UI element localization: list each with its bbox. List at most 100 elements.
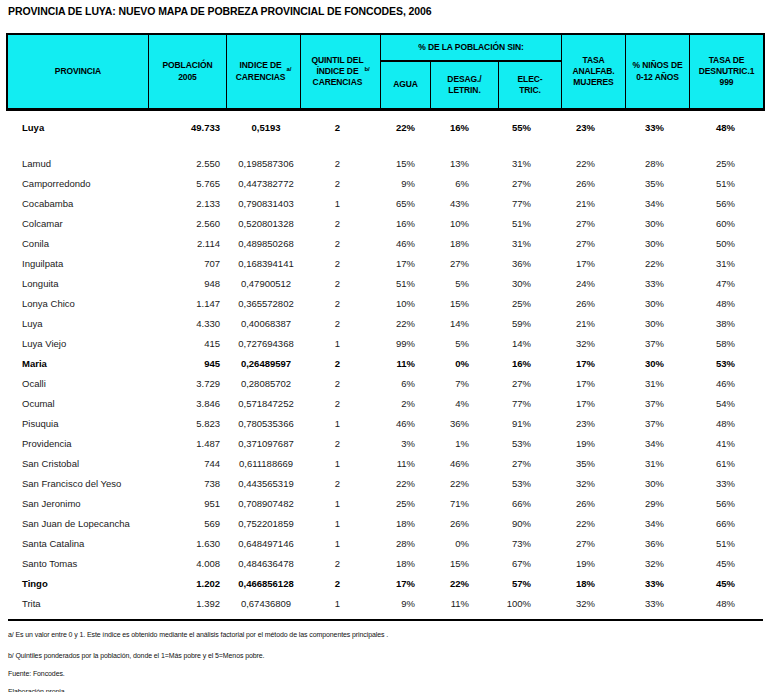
province-name: Conila — [8, 234, 148, 254]
header-desague-letrina: DESAG./ LETRIN. — [430, 62, 498, 108]
table-row: San Francisco del Yeso7380,443565319222%… — [8, 474, 763, 494]
value-cell: 0,67436809 — [226, 594, 300, 614]
value-cell: 36% — [498, 254, 561, 274]
value-cell: 31% — [625, 454, 689, 474]
value-cell: 31% — [689, 254, 763, 274]
footnote-fuente: Fuente: Foncodes. — [8, 669, 763, 678]
value-cell: 30% — [625, 234, 689, 254]
value-cell: 19% — [561, 434, 625, 454]
value-cell: 28% — [380, 534, 430, 554]
table-row: Conila2.1140,489850268246%18%31%27%30%50… — [8, 234, 763, 254]
value-cell: 1% — [430, 434, 498, 454]
footnote-b: b/ Quintiles ponderados por la población… — [8, 651, 763, 660]
value-cell: 1 — [300, 414, 380, 434]
value-cell: 1.392 — [148, 594, 226, 614]
province-name: Lonya Chico — [8, 294, 148, 314]
value-cell: 31% — [498, 154, 561, 174]
value-cell: 25% — [689, 154, 763, 174]
table-row: Ocalli3.7290,2808570226%7%27%17%31%46% — [8, 374, 763, 394]
value-cell: 18% — [561, 574, 625, 594]
value-cell: 0,466856128 — [226, 574, 300, 594]
province-name: Santo Tomas — [8, 554, 148, 574]
value-cell: 9% — [380, 594, 430, 614]
value-cell: 22% — [561, 514, 625, 534]
value-cell: 1 — [300, 514, 380, 534]
value-cell: 17% — [561, 354, 625, 374]
value-cell: 0,371097687 — [226, 434, 300, 454]
value-cell: 17% — [380, 574, 430, 594]
poverty-table: PROVINCIA POBLACIÓN 2005 INDICE DE CAREN… — [8, 33, 763, 692]
province-name: San Juan de Lopecancha — [8, 514, 148, 534]
value-cell: 37% — [625, 414, 689, 434]
value-cell: 30% — [625, 314, 689, 334]
value-cell: 569 — [148, 514, 226, 534]
value-cell: 2 — [300, 294, 380, 314]
table-row: Trita1.3920,6743680919%11%100%32%33%48% — [8, 594, 763, 614]
value-cell: 56% — [689, 494, 763, 514]
value-cell: 17% — [561, 394, 625, 414]
value-cell: 5% — [430, 274, 498, 294]
value-cell: 25% — [380, 494, 430, 514]
value-cell: 0,611188669 — [226, 454, 300, 474]
value-cell: 61% — [689, 454, 763, 474]
province-name: San Jeronimo — [8, 494, 148, 514]
value-cell: 15% — [430, 554, 498, 574]
header-label: DESAG./ LETRIN. — [447, 74, 481, 96]
value-cell: 18% — [380, 554, 430, 574]
value-cell: 1 — [300, 594, 380, 614]
value-cell: 22% — [430, 574, 498, 594]
value-cell: 35% — [625, 174, 689, 194]
table-row: Providencia1.4870,37109768723%1%53%19%34… — [8, 434, 763, 454]
header-electricidad: ELEC- TRIC. — [498, 62, 561, 108]
value-cell: 31% — [625, 374, 689, 394]
value-cell: 22% — [380, 117, 430, 139]
value-cell: 0,752201859 — [226, 514, 300, 534]
table-row: San Juan de Lopecancha5690,752201859118%… — [8, 514, 763, 534]
value-cell: 37% — [625, 334, 689, 354]
value-cell: 415 — [148, 334, 226, 354]
value-cell: 0,168394141 — [226, 254, 300, 274]
value-cell: 47% — [689, 274, 763, 294]
value-cell: 99% — [380, 334, 430, 354]
value-cell: 37% — [625, 394, 689, 414]
value-cell: 51% — [689, 534, 763, 554]
value-cell: 0,5193 — [226, 117, 300, 139]
value-cell: 945 — [148, 354, 226, 374]
table-row: Maria9450,26489597211%0%16%17%30%53% — [8, 354, 763, 374]
value-cell: 41% — [689, 434, 763, 454]
value-cell: 2 — [300, 434, 380, 454]
value-cell: 2% — [380, 394, 430, 414]
province-name: Ocumal — [8, 394, 148, 414]
table-header: PROVINCIA POBLACIÓN 2005 INDICE DE CAREN… — [6, 33, 765, 111]
value-cell: 11% — [430, 594, 498, 614]
province-name: Luya — [8, 117, 148, 139]
value-cell: 36% — [625, 534, 689, 554]
value-cell: 0% — [430, 534, 498, 554]
table-row: Longuita9480,47900512251%5%30%24%33%47% — [8, 274, 763, 294]
value-cell: 58% — [689, 334, 763, 354]
value-cell: 5.765 — [148, 174, 226, 194]
value-cell: 23% — [561, 414, 625, 434]
header-label: % NIÑOS DE 0-12 AÑOS — [632, 60, 682, 82]
value-cell: 10% — [430, 214, 498, 234]
header-indice-carencias: INDICE DE CARENCIASa/ — [226, 35, 300, 108]
province-name: Lamud — [8, 154, 148, 174]
value-cell: 45% — [689, 574, 763, 594]
value-cell: 4.008 — [148, 554, 226, 574]
value-cell: 26% — [430, 514, 498, 534]
value-cell: 56% — [689, 194, 763, 214]
province-name: Pisuquia — [8, 414, 148, 434]
value-cell: 18% — [380, 514, 430, 534]
value-cell: 48% — [689, 294, 763, 314]
value-cell: 54% — [689, 394, 763, 414]
value-cell: 29% — [625, 494, 689, 514]
value-cell: 0,489850268 — [226, 234, 300, 254]
header-label: INDICE DE CARENCIAS — [236, 60, 286, 82]
value-cell: 51% — [689, 174, 763, 194]
value-cell: 50% — [689, 234, 763, 254]
document-page: PROVINCIA DE LUYA: NUEVO MAPA DE POBREZA… — [0, 0, 767, 692]
value-cell: 17% — [380, 254, 430, 274]
value-cell: 66% — [689, 514, 763, 534]
value-cell: 66% — [498, 494, 561, 514]
value-cell: 1.202 — [148, 574, 226, 594]
